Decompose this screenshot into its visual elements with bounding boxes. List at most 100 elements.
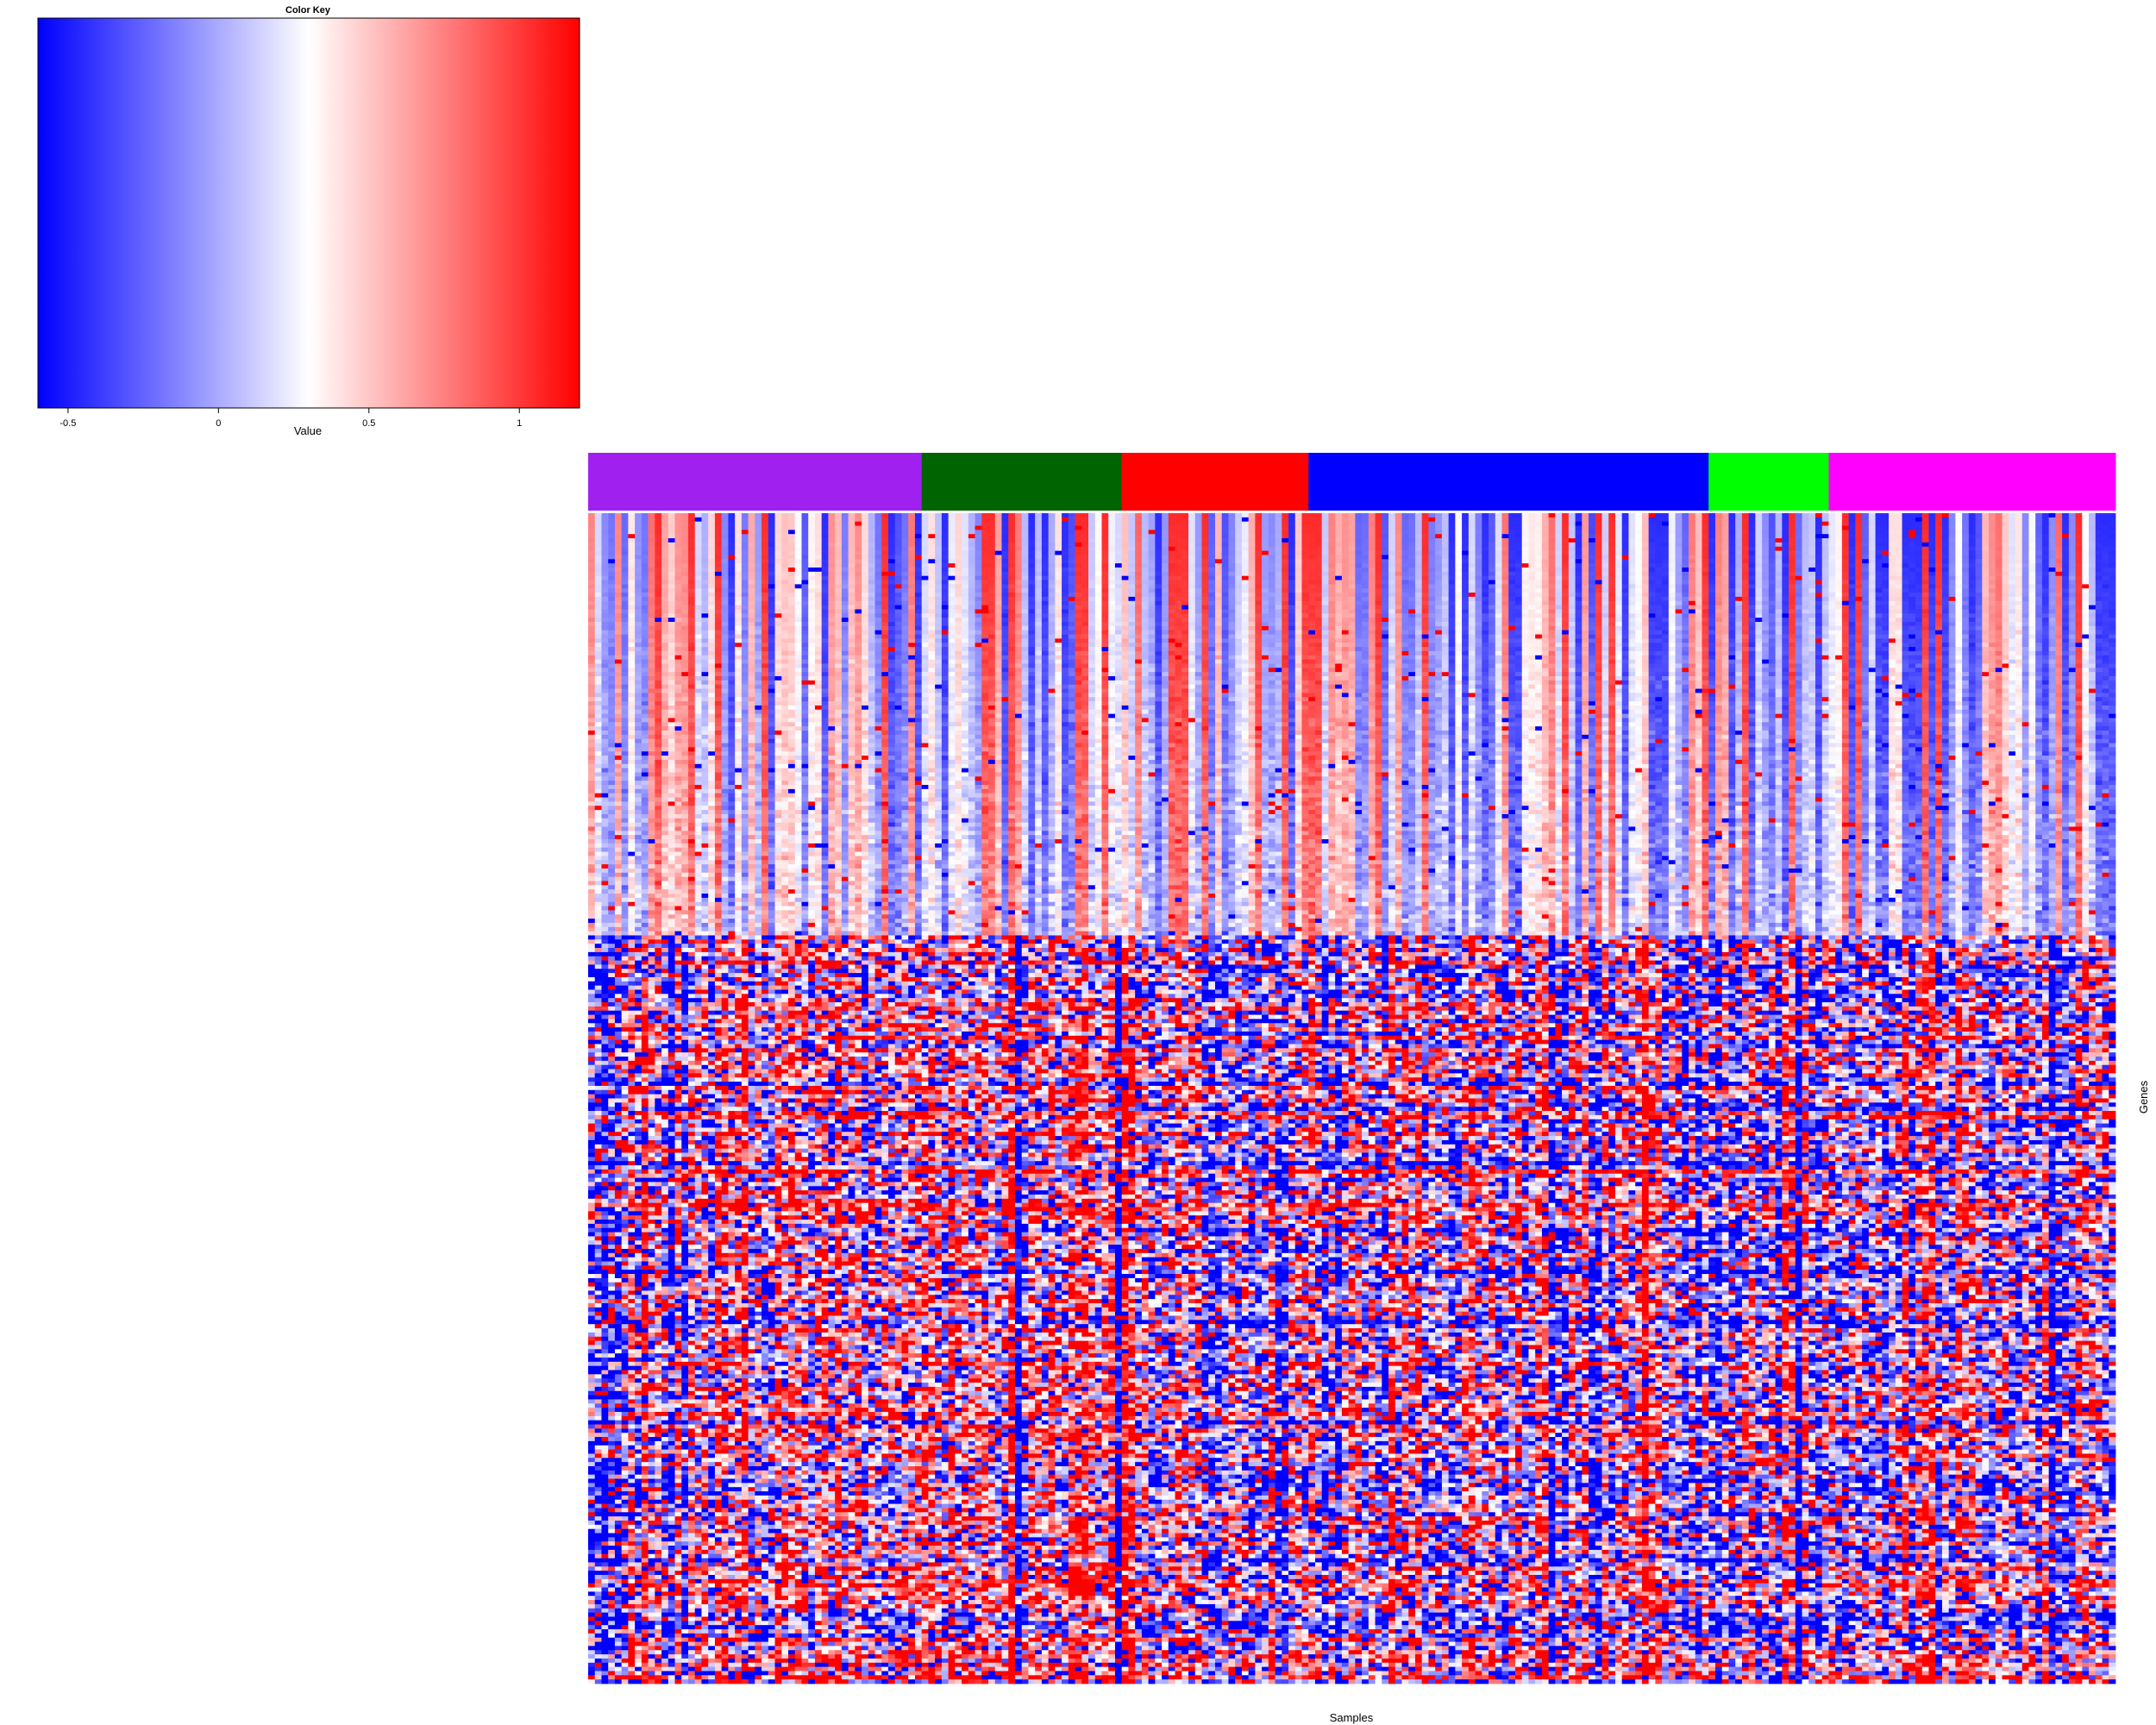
- heatmap-cell: [649, 522, 655, 526]
- heatmap-cell: [688, 534, 695, 538]
- heatmap-cell: [2049, 513, 2056, 518]
- heatmap-cell: [1255, 513, 1262, 518]
- heatmap-cell: [1295, 547, 1302, 551]
- heatmap-cell: [1615, 530, 1622, 534]
- heatmap-cell: [1308, 551, 1315, 555]
- heatmap-cell: [1876, 530, 1883, 534]
- heatmap-cell: [1928, 526, 1935, 530]
- heatmap-cell: [1395, 526, 1402, 530]
- heatmap-cell: [1342, 543, 1349, 547]
- heatmap-cell: [1215, 522, 1222, 526]
- heatmap-cell: [2103, 547, 2109, 551]
- heatmap-cell: [1188, 526, 1195, 530]
- heatmap-cell: [1622, 538, 1629, 543]
- heatmap-cell: [908, 534, 915, 538]
- heatmap-cell: [1308, 526, 1315, 530]
- heatmap-cell: [1222, 513, 1229, 518]
- heatmap-cell: [1762, 543, 1769, 547]
- heatmap-cell: [1976, 543, 1983, 547]
- heatmap-cell: [1035, 551, 1042, 555]
- heatmap-cell: [1022, 526, 1029, 530]
- heatmap-cell: [1449, 522, 1456, 526]
- heatmap-cell: [2069, 518, 2076, 522]
- heatmap-cell: [1502, 526, 1509, 530]
- heatmap-cell: [708, 530, 715, 534]
- heatmap-cell: [1802, 513, 1809, 518]
- heatmap-cell: [1382, 538, 1388, 543]
- heatmap-cell: [1796, 518, 1802, 522]
- heatmap-cell: [1008, 538, 1015, 543]
- heatmap-cell: [995, 543, 1002, 547]
- heatmap-cell: [1942, 534, 1949, 538]
- heatmap-cell: [1789, 547, 1796, 551]
- heatmap-cell: [1069, 513, 1075, 518]
- heatmap-cell: [649, 518, 655, 522]
- heatmap-cell: [2035, 526, 2042, 530]
- heatmap-cell: [1235, 526, 1242, 530]
- heatmap-cell: [808, 513, 815, 518]
- heatmap-cell: [1589, 534, 1595, 538]
- heatmap-cell: [688, 530, 695, 534]
- heatmap-cell: [935, 538, 942, 543]
- heatmap-cell: [695, 543, 702, 547]
- heatmap-cell: [1135, 530, 1142, 534]
- heatmap-cell: [1369, 543, 1376, 547]
- heatmap-cell: [1382, 522, 1388, 526]
- heatmap-cell: [1869, 538, 1876, 543]
- heatmap-cell: [1955, 543, 1962, 547]
- heatmap-cell: [1962, 534, 1969, 538]
- heatmap-cell: [642, 513, 649, 518]
- heatmap-cell: [1676, 530, 1683, 534]
- heatmap-cell: [1535, 534, 1542, 538]
- heatmap-cell: [1969, 518, 1976, 522]
- heatmap-cell: [628, 547, 635, 551]
- heatmap-cell: [815, 522, 822, 526]
- heatmap-cell: [768, 526, 775, 530]
- heatmap-cell: [1676, 522, 1683, 526]
- heatmap-cell: [1776, 538, 1783, 543]
- heatmap-cell: [1015, 530, 1022, 534]
- heatmap-cell: [1728, 534, 1735, 538]
- heatmap-cell: [1996, 522, 2002, 526]
- heatmap-cell: [2049, 526, 2056, 530]
- heatmap-cell: [1108, 547, 1115, 551]
- heatmap-cell: [1896, 526, 1902, 530]
- heatmap-cell: [868, 551, 875, 555]
- heatmap-cell: [1855, 513, 1862, 518]
- heatmap-cell: [1642, 526, 1649, 530]
- heatmap-cell: [2082, 526, 2089, 530]
- heatmap-cell: [1782, 526, 1789, 530]
- heatmap-cell: [1702, 513, 1709, 518]
- heatmap-cell: [928, 547, 935, 551]
- heatmap-cell: [642, 522, 649, 526]
- heatmap-cell: [1976, 513, 1983, 518]
- heatmap-cell: [655, 547, 661, 551]
- heatmap-cell: [1982, 534, 1989, 538]
- heatmap-cell: [675, 518, 682, 522]
- heatmap-cell: [1935, 522, 1942, 526]
- heatmap-cell: [1288, 518, 1295, 522]
- heatmap-cell: [1308, 534, 1315, 538]
- heatmap-cell: [1882, 543, 1889, 547]
- heatmap-cell: [1642, 538, 1649, 543]
- heatmap-cell: [2076, 530, 2083, 534]
- heatmap-cell: [1769, 534, 1776, 538]
- heatmap-cell: [1349, 513, 1356, 518]
- sample-group-bar: [588, 453, 2116, 511]
- heatmap-cell: [722, 534, 729, 538]
- heatmap-cell: [1149, 551, 1156, 555]
- heatmap-cell: [1489, 543, 1495, 547]
- heatmap-cell: [1328, 526, 1335, 530]
- heatmap-cell: [1242, 526, 1249, 530]
- heatmap-cell: [622, 547, 629, 551]
- heatmap-cell: [1628, 547, 1635, 551]
- heatmap-cell: [888, 538, 895, 543]
- heatmap-cell: [1876, 534, 1883, 538]
- heatmap-cell: [775, 547, 782, 551]
- heatmap-cell: [928, 530, 935, 534]
- heatmap-cell: [928, 526, 935, 530]
- heatmap-cell: [922, 530, 929, 534]
- heatmap-cell: [1302, 513, 1309, 518]
- heatmap-cell: [635, 538, 642, 543]
- heatmap-cell: [1862, 526, 1869, 530]
